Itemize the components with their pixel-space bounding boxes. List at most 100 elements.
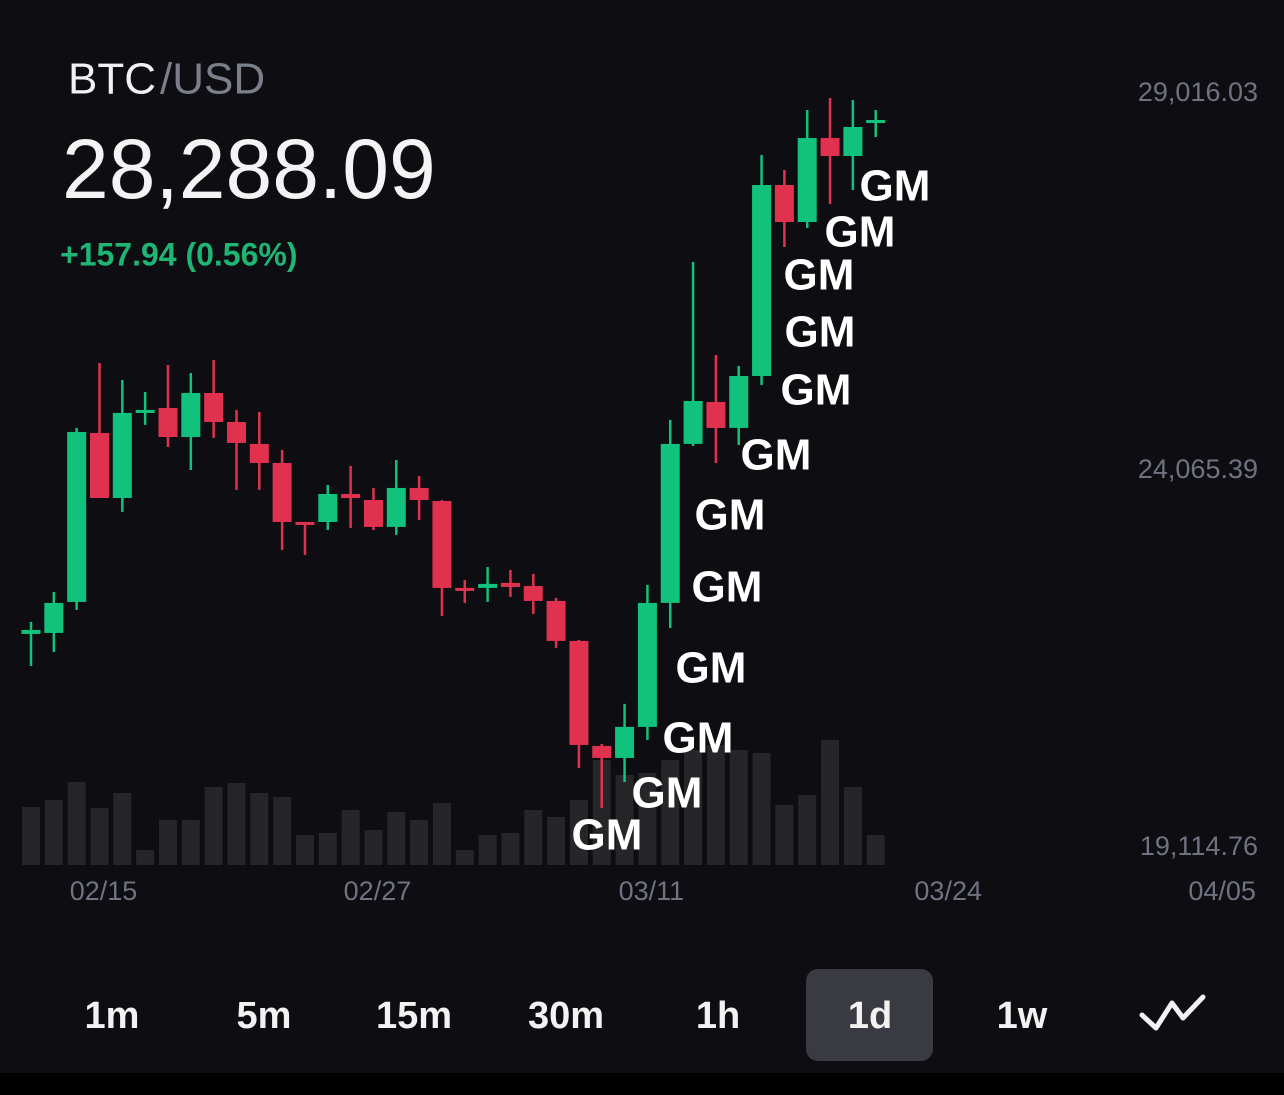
timeframe-button[interactable]: 5m (237, 995, 292, 1037)
volume-bar (729, 750, 748, 865)
annotation: GM (676, 644, 747, 693)
candle-body (615, 726, 635, 758)
volume-bar (364, 830, 383, 865)
candle-body (866, 119, 886, 124)
volume-bar (775, 805, 794, 865)
candle-body (752, 185, 772, 376)
candle-body (21, 629, 41, 634)
volume-bar (706, 745, 725, 865)
candle-body (843, 126, 863, 156)
candle-body (637, 602, 657, 727)
volume-bar (638, 773, 657, 865)
volume-bar (67, 782, 86, 865)
annotation: GM (632, 769, 703, 818)
volume-bar (250, 793, 269, 865)
candle-body (363, 499, 383, 527)
candle-body (158, 407, 178, 437)
candle-body (226, 421, 246, 443)
candle-body (67, 431, 87, 602)
candle-body (478, 583, 498, 588)
volume-bar (843, 787, 862, 865)
line-chart-toggle[interactable] (1139, 994, 1206, 1031)
timeframe-button[interactable]: 15m (376, 995, 452, 1037)
candle-body (204, 392, 224, 422)
annotation: GM (781, 366, 852, 415)
y-tick-label: 19,114.76 (1140, 831, 1258, 861)
candle-body (729, 375, 749, 428)
x-tick-label: 04/05 (1188, 876, 1256, 906)
volume-bar (592, 760, 611, 865)
volume-bar (410, 820, 429, 865)
candle-body (546, 600, 566, 641)
timeframe-button[interactable]: 1m (85, 995, 140, 1037)
x-tick-label: 03/11 (619, 876, 685, 906)
volume-bar (524, 810, 543, 865)
selected-timeframe[interactable] (806, 969, 933, 1061)
volume-bar (136, 850, 155, 865)
candle-body (592, 745, 612, 758)
volume-bar (295, 835, 314, 865)
annotation: GM (741, 431, 812, 480)
candle-body (523, 585, 543, 601)
candle-body (409, 487, 429, 500)
volume-bar (661, 760, 680, 865)
volume-bar (866, 835, 885, 865)
candle-body (44, 602, 64, 633)
candle-body (569, 640, 589, 745)
volume-bar (547, 817, 566, 865)
price: 28,288.09 (62, 122, 436, 216)
quote-symbol: /USD (160, 55, 265, 104)
x-tick-label: 02/15 (70, 876, 138, 906)
x-tick-label: 03/24 (914, 876, 982, 906)
volume-bar (684, 750, 703, 865)
volume-bar (455, 850, 474, 865)
candle-body (89, 432, 109, 498)
candle-body (683, 400, 703, 444)
volume-bar (478, 835, 497, 865)
candle-body (181, 392, 201, 437)
bottom-bar (0, 1073, 1284, 1095)
annotation: GM (692, 563, 763, 612)
volume-bar (501, 833, 520, 865)
volume-bar (273, 797, 292, 865)
candle-body (660, 443, 680, 603)
x-tick-label: 02/27 (344, 876, 412, 906)
base-symbol: BTC (68, 55, 156, 104)
y-tick-label: 29,016.03 (1138, 77, 1258, 107)
timeframe-button[interactable]: 30m (528, 995, 604, 1037)
candle-body (797, 138, 817, 223)
volume-bar (90, 808, 109, 865)
candle-body (135, 409, 155, 413)
volume-bar (158, 820, 177, 865)
candle-body (432, 500, 452, 588)
annotation: GM (785, 308, 856, 357)
annotation: GM (784, 251, 855, 300)
candle-body (341, 493, 361, 498)
volume-bar (44, 800, 63, 865)
price-change: +157.94 (0.56%) (60, 236, 298, 272)
volume-bar (387, 812, 406, 865)
annotation: GM (825, 208, 896, 257)
volume-bar (821, 740, 840, 865)
annotation: GM (572, 811, 643, 860)
timeframe-button[interactable]: 1h (696, 995, 740, 1037)
volume-bar (432, 803, 451, 865)
annotation: GM (663, 714, 734, 763)
volume-bar (752, 753, 771, 865)
candle-body (820, 138, 840, 156)
timeframe-button[interactable]: 1d (848, 995, 892, 1037)
y-tick-label: 24,065.39 (1138, 454, 1258, 484)
volume-bar (615, 775, 634, 865)
volume-bar (341, 810, 360, 865)
volume-bar (181, 820, 200, 865)
timeframe-button[interactable]: 1w (997, 995, 1048, 1037)
annotation: GM (860, 162, 931, 211)
candle-body (706, 401, 726, 428)
candle-body (386, 487, 406, 527)
volume-bar (227, 783, 246, 865)
volume-bar (113, 793, 132, 865)
candle-body (774, 185, 794, 223)
